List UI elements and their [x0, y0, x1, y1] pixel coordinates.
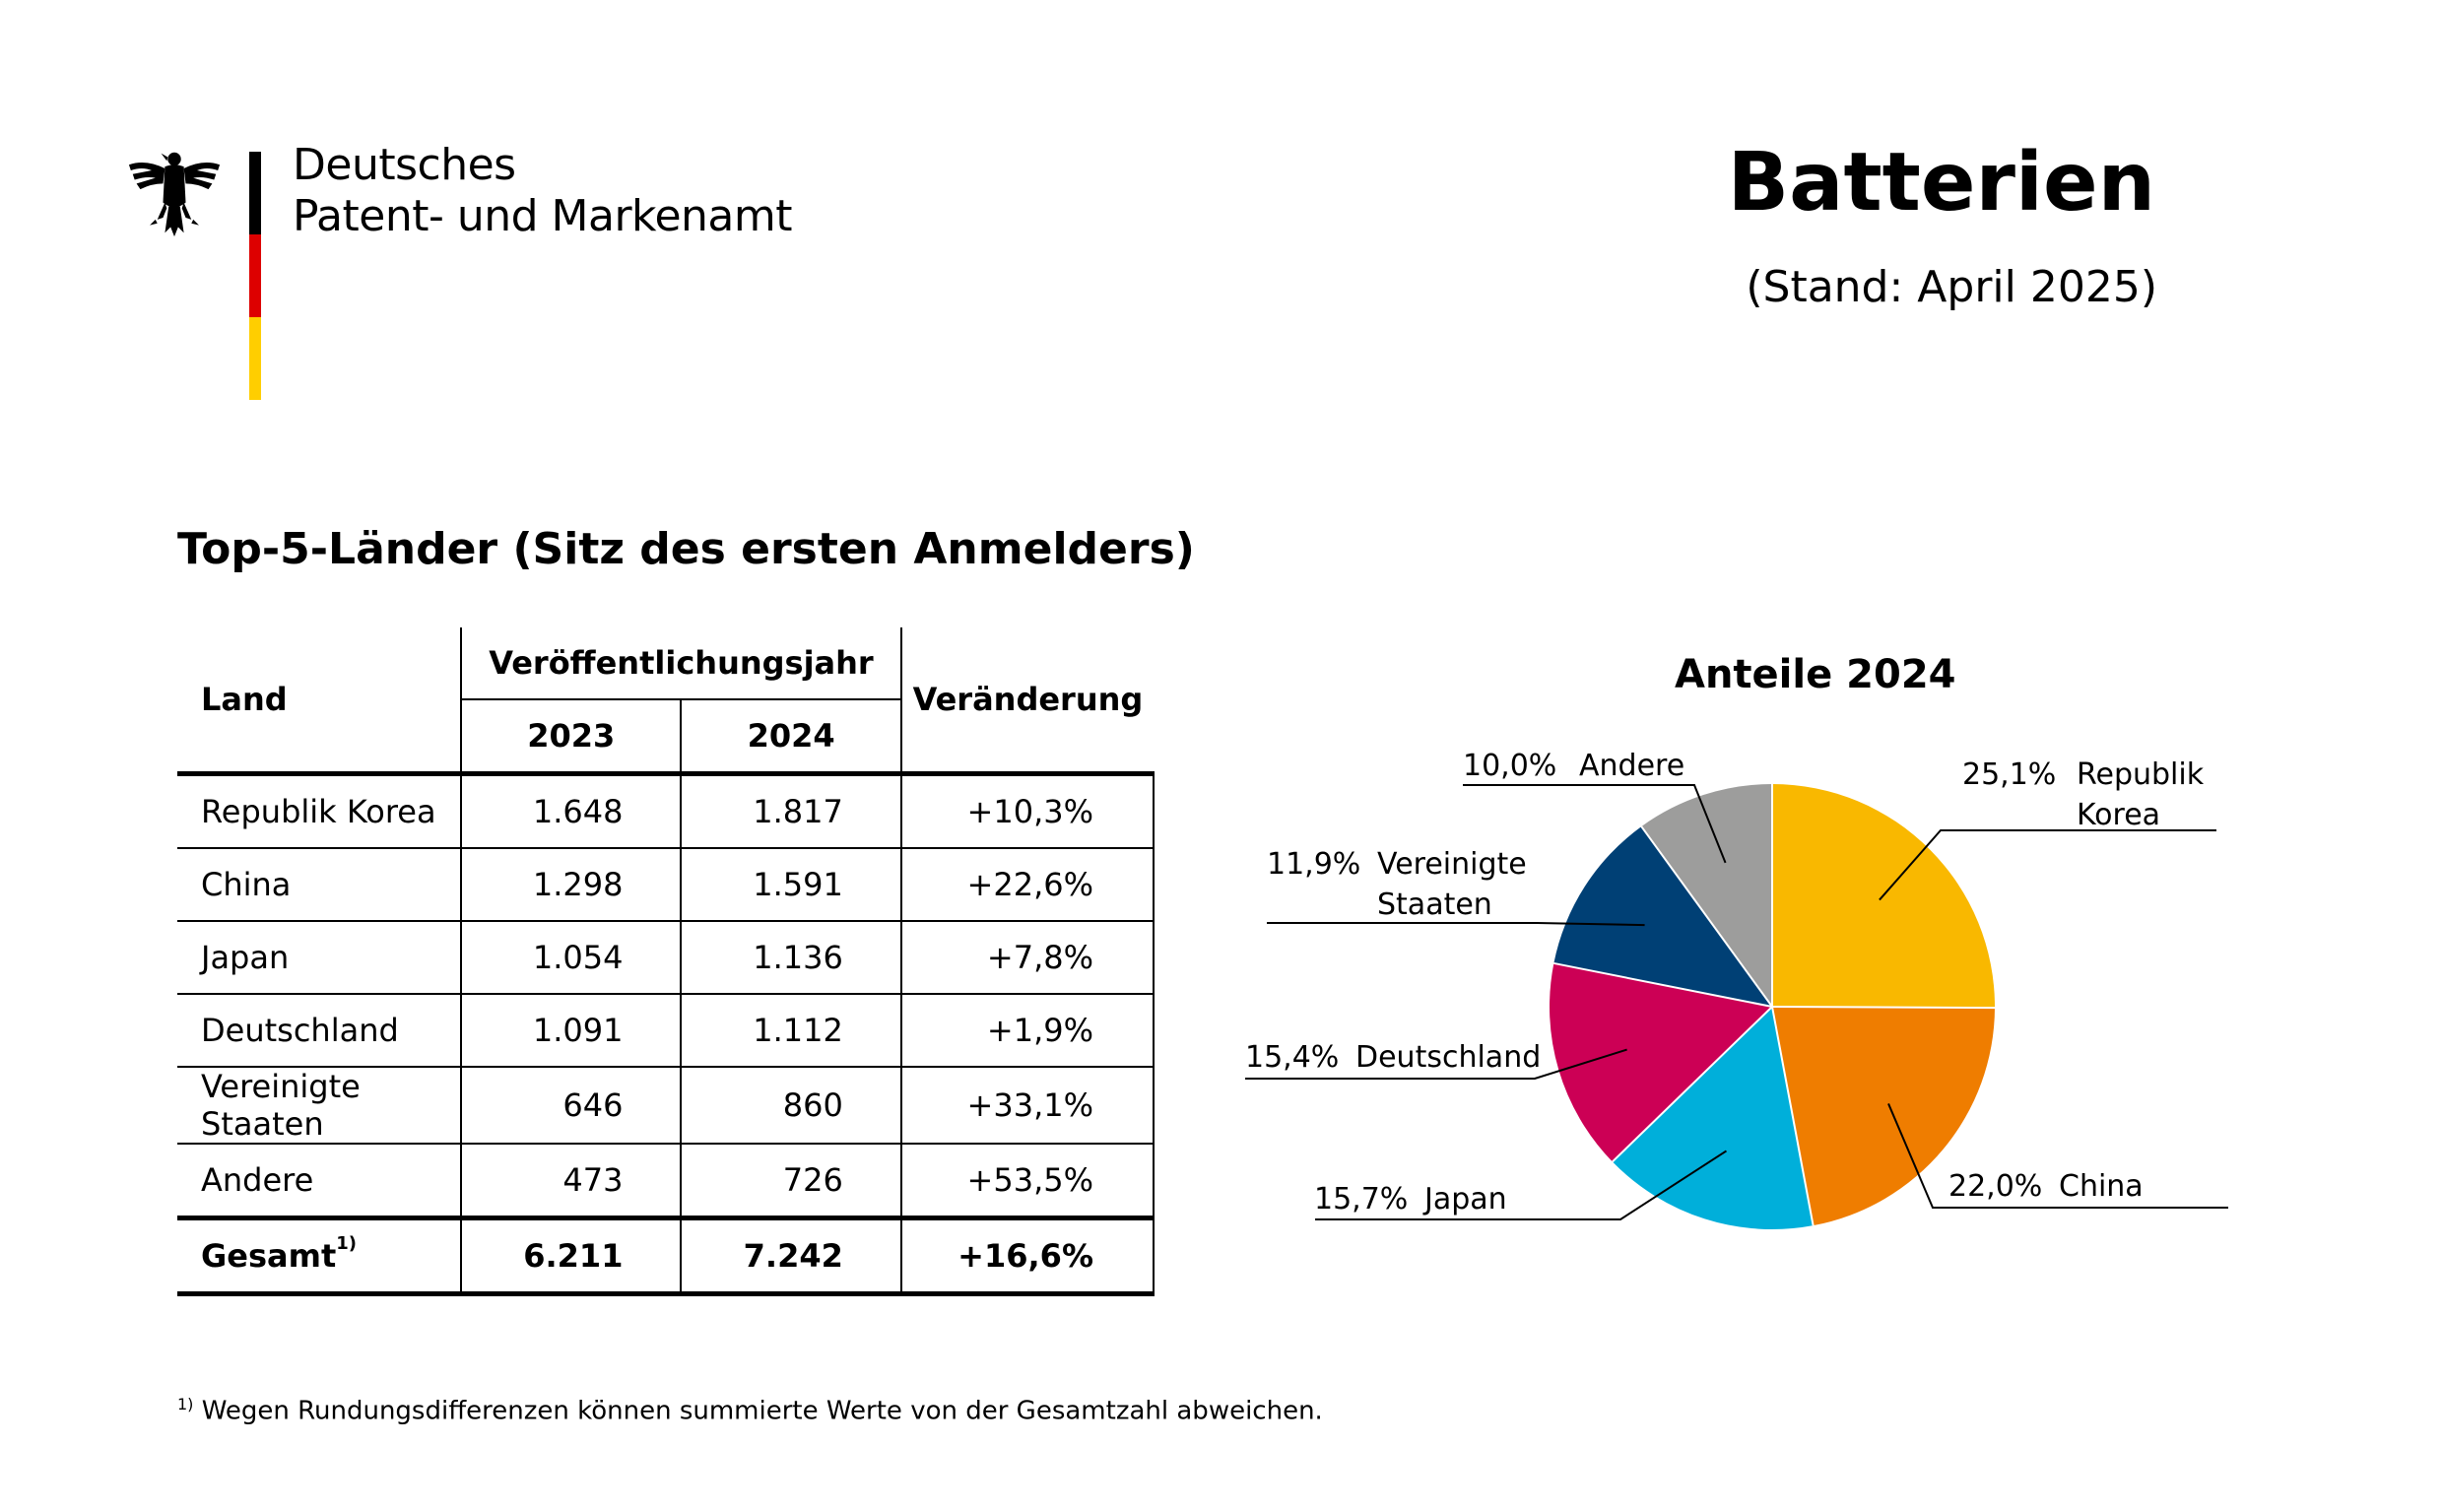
cell-change: +22,6%	[901, 848, 1154, 921]
agency-line2: Patent- und Markenamt	[293, 191, 792, 242]
cell-land: China	[177, 848, 461, 921]
table-row: Republik Korea 1.648 1.817 +10,3%	[177, 774, 1154, 849]
cell-land: Republik Korea	[177, 774, 461, 849]
cell-total-2023: 6.211	[461, 1218, 681, 1294]
flag-bar	[249, 152, 261, 400]
agency-name: Deutsches Patent- und Markenamt	[293, 140, 792, 242]
table-row: Vereinigte Staaten 646 860 +33,1%	[177, 1067, 1154, 1144]
cell-2024: 1.112	[681, 994, 900, 1067]
cell-2023: 473	[461, 1144, 681, 1218]
pie-leader-line	[1245, 1050, 1627, 1079]
pie-value-label: 15,7%	[1314, 1182, 1408, 1216]
pie-category-label: Vereinigte	[1377, 847, 1527, 882]
cell-2023: 1.091	[461, 994, 681, 1067]
col-header-land: Land	[177, 627, 461, 774]
col-header-group: Veröffentlichungsjahr	[461, 627, 901, 699]
cell-land: Andere	[177, 1144, 461, 1218]
pie-leader-line	[1888, 1103, 2228, 1208]
pie-leader-line	[1880, 830, 2216, 900]
col-header-2024: 2024	[681, 699, 900, 774]
cell-total-change: +16,6%	[901, 1218, 1154, 1294]
chart-title: Anteile 2024	[1675, 652, 1956, 697]
col-header-change: Veränderung	[901, 627, 1154, 774]
pie-separator	[1772, 1007, 1995, 1008]
cell-total-2024: 7.242	[681, 1218, 900, 1294]
pie-value-label: 15,4%	[1245, 1040, 1339, 1075]
cell-change: +7,8%	[901, 921, 1154, 994]
cell-2023: 646	[461, 1067, 681, 1144]
cell-change: +53,5%	[901, 1144, 1154, 1218]
cell-2023: 1.648	[461, 774, 681, 849]
pie-slice-andere	[1641, 784, 1772, 1007]
pie-category-label: Korea	[2077, 798, 2160, 832]
countries-table: Land Veröffentlichungsjahr Veränderung 2…	[177, 627, 1155, 1296]
table-total-row: Gesamt1) 6.211 7.242 +16,6%	[177, 1218, 1154, 1294]
table-row: Deutschland 1.091 1.112 +1,9%	[177, 994, 1154, 1067]
pie-slice-china	[1772, 1007, 1995, 1225]
pie-category-label: Deutschland	[1355, 1040, 1541, 1075]
pie-value-label: 22,0%	[1948, 1169, 2042, 1204]
pie-category-label: Republik	[2077, 757, 2205, 792]
footnote-text: Wegen Rundungsdifferenzen können summier…	[202, 1397, 1323, 1426]
col-header-2023: 2023	[461, 699, 681, 774]
pie-leader-line	[1267, 923, 1645, 925]
table-heading: Top-5-Länder (Sitz des ersten Anmelders)	[177, 524, 1195, 574]
pie-slice-deutschland	[1550, 963, 1772, 1161]
cell-land: Deutschland	[177, 994, 461, 1067]
cell-2023: 1.054	[461, 921, 681, 994]
federal-eagle-icon	[126, 146, 223, 240]
cell-2024: 1.136	[681, 921, 900, 994]
page-title: Batterien	[1728, 136, 2155, 230]
pie-category-label: Staaten	[1377, 887, 1492, 922]
cell-2024: 860	[681, 1067, 900, 1144]
cell-2024: 1.591	[681, 848, 900, 921]
pie-separator	[1772, 1007, 1814, 1225]
cell-2023: 1.298	[461, 848, 681, 921]
pie-separator	[1641, 826, 1772, 1007]
cell-change: +33,1%	[901, 1067, 1154, 1144]
cell-total-land: Gesamt1)	[177, 1218, 461, 1294]
pie-slice-republik-korea	[1772, 784, 1995, 1008]
pie-category-label: China	[2059, 1169, 2144, 1204]
cell-2024: 726	[681, 1144, 900, 1218]
footnote-marker: 1)	[336, 1233, 357, 1254]
cell-change: +1,9%	[901, 994, 1154, 1067]
pie-slice-japan	[1613, 1007, 1814, 1229]
pie-value-label: 25,1%	[1962, 757, 2056, 792]
pie-separator	[1613, 1007, 1772, 1161]
total-label: Gesamt	[201, 1237, 336, 1275]
cell-change: +10,3%	[901, 774, 1154, 849]
table-row: China 1.298 1.591 +22,6%	[177, 848, 1154, 921]
pie-leader-line	[1315, 1150, 1726, 1219]
footnote-number: 1)	[177, 1395, 193, 1413]
cell-2024: 1.817	[681, 774, 900, 849]
pie-slice-vereinigte-staaten	[1553, 826, 1772, 1007]
agency-line1: Deutsches	[293, 140, 792, 191]
pie-category-label: Japan	[1422, 1182, 1507, 1216]
footnote: 1) Wegen Rundungsdifferenzen können summ…	[177, 1395, 1323, 1426]
pie-value-label: 11,9%	[1267, 847, 1360, 882]
pie-leader-line	[1463, 785, 1726, 863]
cell-land: Vereinigte Staaten	[177, 1067, 461, 1144]
pie-value-label: 10,0%	[1463, 749, 1556, 783]
table-row: Andere 473 726 +53,5%	[177, 1144, 1154, 1218]
table-row: Japan 1.054 1.136 +7,8%	[177, 921, 1154, 994]
pie-category-label: Andere	[1579, 749, 1684, 783]
page-subtitle: (Stand: April 2025)	[1746, 262, 2157, 312]
pie-separator	[1553, 963, 1772, 1007]
cell-land: Japan	[177, 921, 461, 994]
